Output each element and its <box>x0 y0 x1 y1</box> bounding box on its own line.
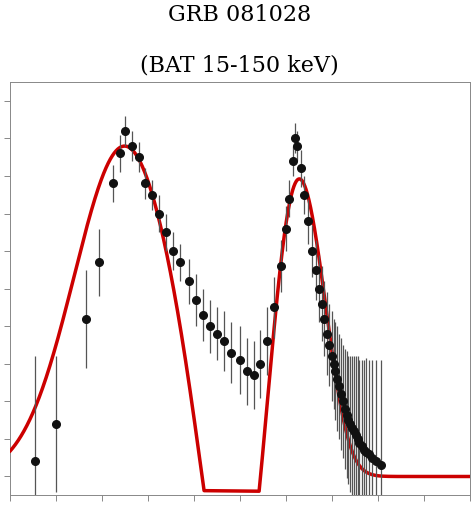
Title: GRB 081028

(BAT 15-150 keV): GRB 081028 (BAT 15-150 keV) <box>140 4 339 77</box>
